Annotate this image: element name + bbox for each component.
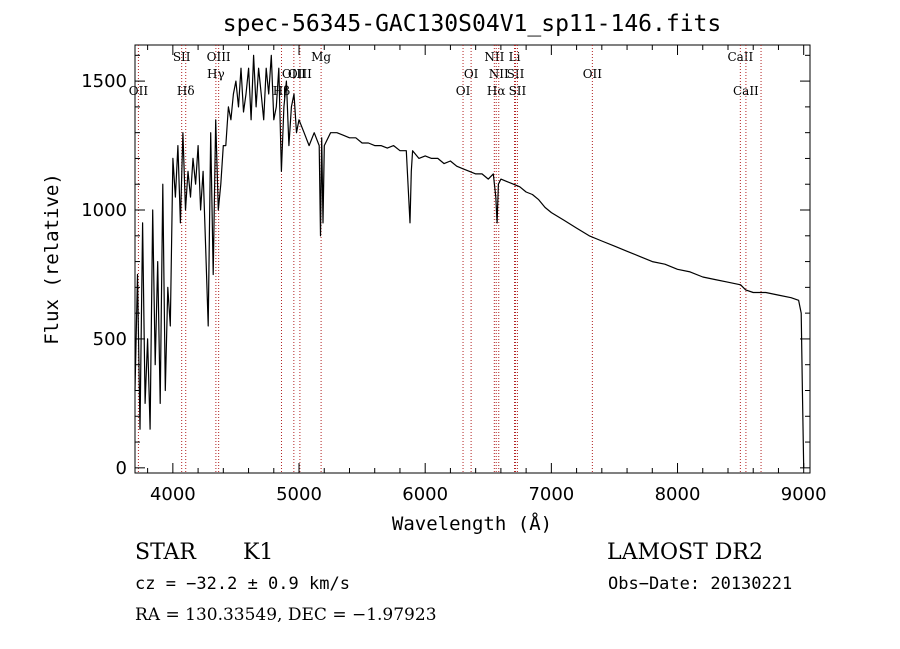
plot-frame: [134, 44, 811, 474]
line-marker-label: OIII: [207, 50, 231, 64]
redshift-cz: cz = −32.2 ± 0.9 km/s: [135, 574, 350, 594]
line-marker-label: SII: [173, 50, 191, 64]
line-marker-label: Hβ: [273, 84, 290, 98]
line-marker-label: Mg: [311, 50, 331, 64]
line-marker-label: Li: [509, 50, 521, 64]
y-tick-label: 1000: [81, 200, 127, 221]
line-marker-label: NII: [489, 67, 509, 81]
y-axis: 0 500 1000 1500: [81, 54, 810, 479]
y-axis-label: Flux (relative): [41, 173, 63, 345]
line-marker-label: Hγ: [207, 67, 225, 81]
line-marker-label: Hα: [487, 84, 506, 98]
x-tick-label: 9000: [781, 484, 827, 505]
x-tick-label: 7000: [528, 484, 574, 505]
y-tick-label: 0: [116, 458, 127, 479]
line-marker-label: OI: [456, 84, 471, 98]
line-marker-label: OII: [583, 67, 603, 81]
spectrum-series: [134, 54, 805, 468]
survey-name: LAMOST DR2: [607, 540, 763, 565]
y-tick-label: 500: [93, 329, 127, 350]
x-axis: 4000 5000 6000 7000 8000 9000: [147, 45, 827, 505]
chart-title: spec-56345-GAC130S04V1_sp11-146.fits: [223, 11, 722, 37]
line-marker-label: CaII: [733, 84, 759, 98]
object-class: STAR: [135, 540, 197, 565]
line-marker-label: SII: [507, 67, 525, 81]
coordinates: RA = 130.33549, DEC = −1.97923: [135, 605, 437, 625]
y-tick-label: 1500: [81, 71, 127, 92]
object-subclass: K1: [243, 540, 273, 565]
line-marker-label: OIII: [288, 67, 312, 81]
x-tick-label: 6000: [402, 484, 448, 505]
line-marker-label: OI: [464, 67, 479, 81]
observation-date: Obs−Date: 20130221: [608, 574, 792, 594]
x-axis-label: Wavelength (Å): [392, 512, 552, 535]
line-marker-label: NII: [484, 50, 504, 64]
x-tick-label: 8000: [655, 484, 701, 505]
x-tick-label: 5000: [276, 484, 322, 505]
spectrum-line: [134, 54, 805, 468]
line-marker-label: SII: [509, 84, 527, 98]
line-marker-label: OII: [129, 84, 149, 98]
line-marker-label: CaII: [727, 50, 753, 64]
line-marker-label: Hδ: [177, 84, 195, 98]
x-tick-label: 4000: [150, 484, 196, 505]
line-marker-label: OIII: [282, 67, 306, 81]
